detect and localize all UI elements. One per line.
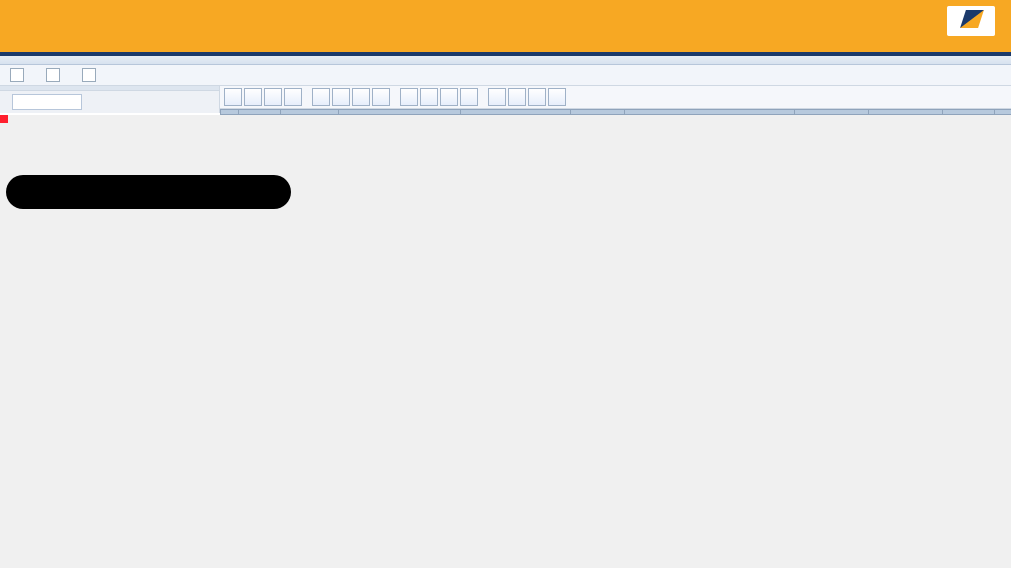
domain-icon <box>82 68 96 82</box>
grid-btn-15[interactable] <box>528 88 546 106</box>
col-select[interactable] <box>221 110 239 115</box>
app-toolbar <box>0 65 1011 86</box>
grid-btn-6[interactable] <box>332 88 350 106</box>
grid-btn-2[interactable] <box>244 88 262 106</box>
grid-btn-14[interactable] <box>508 88 526 106</box>
grid-btn-16[interactable] <box>548 88 566 106</box>
filter-icon <box>46 68 60 82</box>
grid-btn-10[interactable] <box>420 88 438 106</box>
col-code[interactable] <box>571 110 625 115</box>
toolbar-filter[interactable] <box>46 68 64 82</box>
stats-salaries-input[interactable] <box>12 94 82 110</box>
col-valp[interactable] <box>869 110 943 115</box>
col-ecart[interactable] <box>943 110 995 115</box>
highlight-box <box>0 115 8 123</box>
col-section[interactable] <box>461 110 571 115</box>
col-formule[interactable] <box>995 110 1011 115</box>
brand-logo <box>947 6 995 36</box>
col-matricule[interactable] <box>281 110 339 115</box>
list-icon <box>10 68 24 82</box>
grid-btn-4[interactable] <box>284 88 302 106</box>
grid-btn-11[interactable] <box>440 88 458 106</box>
col-type[interactable] <box>339 110 461 115</box>
grid-btn-1[interactable] <box>224 88 242 106</box>
explanation-overlay <box>6 175 291 209</box>
sap-app <box>0 56 1011 115</box>
col-valf[interactable] <box>795 110 869 115</box>
col-libelle[interactable] <box>625 110 795 115</box>
grid-area <box>220 86 1011 115</box>
toolbar-with-domain[interactable] <box>82 68 100 82</box>
grid-btn-5[interactable] <box>312 88 330 106</box>
grid-btn-8[interactable] <box>372 88 390 106</box>
grid-btn-12[interactable] <box>460 88 478 106</box>
results-table <box>220 109 1011 115</box>
grid-btn-3[interactable] <box>264 88 282 106</box>
grid-iconbar <box>220 86 1011 109</box>
col-status[interactable] <box>239 110 281 115</box>
slide-header <box>0 0 1011 56</box>
stats-panel <box>0 86 220 113</box>
table-header-row <box>221 110 1011 115</box>
grid-btn-13[interactable] <box>488 88 506 106</box>
grid-btn-9[interactable] <box>400 88 418 106</box>
app-title <box>0 56 1011 65</box>
toolbar-all-occurrences[interactable] <box>10 68 28 82</box>
grid-btn-7[interactable] <box>352 88 370 106</box>
